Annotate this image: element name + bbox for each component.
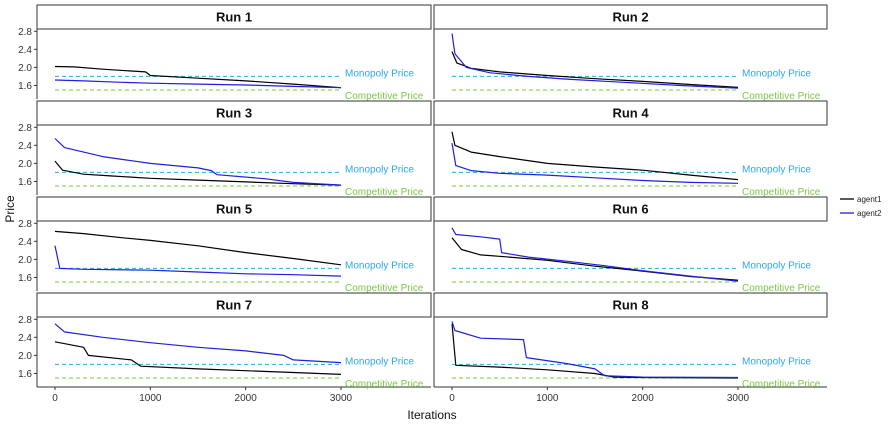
panel-strip — [433, 100, 828, 126]
panel-title: Run 2 — [612, 10, 648, 25]
facet-panels: Run 1 1.6 2.0 2.4 2.8 Monopoly Price Competiti… — [18, 4, 828, 404]
panel-strip — [433, 4, 828, 30]
series-line-agent2 — [54, 138, 342, 186]
x-axis-title: Iterations — [407, 408, 456, 422]
panel-strip — [36, 292, 432, 318]
series-line-agent2 — [54, 79, 342, 89]
x-tick-label: 2000 — [235, 393, 258, 404]
panel-strip — [433, 196, 828, 222]
panel-strip — [433, 292, 828, 318]
legend: agent1 agent2 — [840, 195, 882, 218]
x-tick-label: 0 — [449, 393, 455, 404]
series-line-agent2 — [451, 143, 739, 184]
competitive-price-label: Competitive Price — [345, 91, 424, 102]
series-line-agent2 — [451, 33, 739, 89]
panel-strip — [36, 196, 432, 222]
series-line-agent1 — [54, 65, 342, 89]
competitive-price-label: Competitive Price — [742, 187, 821, 198]
x-tick-label: 0 — [52, 393, 58, 404]
y-tick-label: 1.6 — [18, 273, 32, 284]
y-tick-label: 2.4 — [18, 333, 32, 344]
y-tick-label: 2.4 — [18, 141, 32, 152]
series-line-agent2 — [451, 227, 739, 282]
monopoly-price-label: Monopoly Price — [742, 164, 811, 175]
panel-title: Run 1 — [216, 10, 252, 25]
series-line-agent2 — [54, 323, 342, 364]
x-tick-label: 3000 — [330, 393, 353, 404]
monopoly-price-label: Monopoly Price — [742, 356, 811, 367]
legend-label-agent1: agent1 — [857, 195, 882, 204]
monopoly-price-label: Monopoly Price — [345, 68, 414, 79]
panel-title: Run 3 — [216, 106, 252, 121]
x-tick-label: 2000 — [632, 393, 655, 404]
competitive-price-label: Competitive Price — [742, 91, 821, 102]
y-tick-label: 2.0 — [18, 159, 32, 170]
y-tick-label: 1.6 — [18, 81, 32, 92]
panel-title: Run 7 — [216, 298, 252, 313]
monopoly-price-label: Monopoly Price — [345, 164, 414, 175]
series-line-agent1 — [451, 237, 739, 281]
x-tick-label: 1000 — [536, 393, 559, 404]
panel-title: Run 6 — [612, 202, 648, 217]
y-tick-label: 2.4 — [18, 45, 32, 56]
series-line-agent1 — [451, 323, 739, 379]
panel-run-7: Run 7 1.6 2.0 2.4 2.8 0 1000 2000 3000 Monopoly P… — [18, 292, 432, 404]
y-tick-label: 2.8 — [18, 315, 32, 326]
x-tick-label: 3000 — [727, 393, 750, 404]
panel-run-1: Run 1 1.6 2.0 2.4 2.8 Monopoly Price Competiti… — [18, 4, 432, 102]
competitive-price-label: Competitive Price — [345, 187, 424, 198]
panel-title: Run 5 — [216, 202, 252, 217]
legend-label-agent2: agent2 — [857, 209, 882, 218]
panel-run-6: Run 6 Monopoly Price Competitive Price — [433, 196, 828, 294]
y-tick-label: 1.6 — [18, 177, 32, 188]
panel-run-2: Run 2 Monopoly Price Competitive Price — [433, 4, 828, 102]
panel-run-4: Run 4 Monopoly Price Competitive Price — [433, 100, 828, 198]
series-line-agent1 — [54, 160, 342, 186]
panel-run-5: Run 5 1.6 2.0 2.4 2.8 Monopoly Price Competiti… — [18, 196, 432, 294]
x-tick-label: 1000 — [139, 393, 162, 404]
series-line-agent1 — [54, 341, 342, 375]
y-tick-label: 2.8 — [18, 27, 32, 38]
competitive-price-label: Competitive Price — [345, 283, 424, 294]
panel-strip — [36, 100, 432, 126]
y-tick-label: 2.8 — [18, 123, 32, 134]
y-tick-label: 2.4 — [18, 237, 32, 248]
series-line-agent2 — [54, 245, 342, 277]
y-axis-title: Price — [3, 195, 17, 223]
panel-title: Run 8 — [612, 298, 648, 313]
competitive-price-label: Competitive Price — [345, 379, 424, 390]
y-tick-label: 2.0 — [18, 63, 32, 74]
panel-run-3: Run 3 1.6 2.0 2.4 2.8 Monopoly Price Competiti… — [18, 100, 432, 198]
competitive-price-label: Competitive Price — [742, 283, 821, 294]
panel-title: Run 4 — [612, 106, 649, 121]
panel-strip — [36, 4, 432, 30]
y-tick-label: 2.0 — [18, 255, 32, 266]
y-tick-label: 2.0 — [18, 351, 32, 362]
series-line-agent1 — [451, 131, 739, 181]
monopoly-price-label: Monopoly Price — [345, 356, 414, 367]
series-line-agent2 — [451, 321, 739, 379]
monopoly-price-label: Monopoly Price — [742, 260, 811, 271]
monopoly-price-label: Monopoly Price — [742, 68, 811, 79]
monopoly-price-label: Monopoly Price — [345, 260, 414, 271]
y-tick-label: 1.6 — [18, 369, 32, 380]
panel-run-8: Run 8 0 1000 2000 3000 Monopoly Price Competit… — [433, 292, 828, 404]
competitive-price-label: Competitive Price — [742, 379, 821, 390]
y-tick-label: 2.8 — [18, 219, 32, 230]
series-line-agent1 — [54, 230, 342, 266]
series-line-agent1 — [451, 51, 739, 88]
